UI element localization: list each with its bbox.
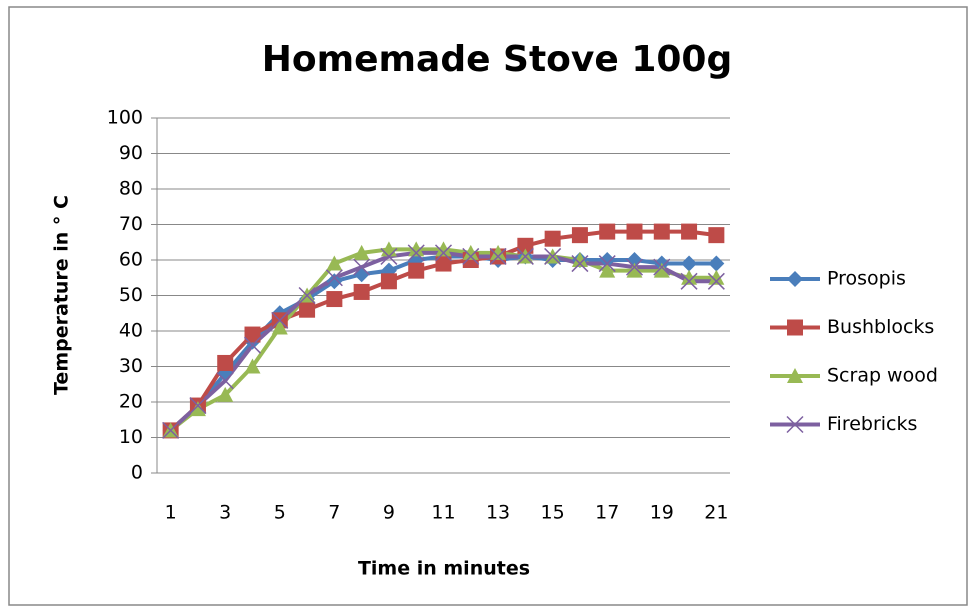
- marker: [353, 258, 371, 276]
- marker: [271, 311, 289, 329]
- marker: [353, 244, 370, 260]
- x-tick-label: 1: [165, 502, 177, 524]
- marker: [787, 271, 803, 287]
- y-tick-label: 50: [119, 284, 143, 306]
- y-tick-label: 90: [119, 142, 143, 164]
- marker: [244, 326, 261, 343]
- marker: [681, 223, 698, 240]
- marker: [462, 247, 480, 265]
- marker: [708, 255, 725, 272]
- marker: [626, 223, 643, 240]
- marker: [489, 247, 507, 265]
- marker: [326, 291, 343, 308]
- marker: [598, 255, 616, 273]
- chart-title: Homemade Stove 100g: [262, 39, 733, 80]
- marker: [217, 354, 234, 371]
- chart-border: [8, 6, 968, 606]
- y-tick-label: 60: [119, 249, 143, 271]
- y-axis-title: Temperature in ° C: [51, 195, 73, 395]
- marker: [189, 397, 207, 415]
- marker: [544, 247, 562, 265]
- legend-label: Prosopis: [827, 268, 906, 290]
- y-tick-label: 30: [119, 355, 143, 377]
- marker: [571, 255, 589, 273]
- marker: [408, 262, 425, 279]
- marker: [244, 358, 261, 374]
- marker: [380, 247, 398, 265]
- marker: [189, 401, 206, 417]
- x-tick-label: 5: [274, 502, 286, 524]
- legend-label: Scrap wood: [827, 365, 938, 387]
- marker: [462, 244, 479, 260]
- legend-label: Bushblocks: [827, 316, 934, 338]
- y-tick-label: 0: [131, 462, 143, 484]
- y-tick-label: 20: [119, 391, 143, 413]
- marker: [435, 255, 452, 272]
- x-tick-label: 9: [383, 502, 395, 524]
- marker: [326, 273, 343, 290]
- marker: [787, 319, 803, 336]
- marker: [786, 415, 804, 434]
- marker: [681, 255, 698, 272]
- marker: [787, 368, 803, 383]
- marker: [599, 223, 616, 240]
- x-tick-label: 7: [328, 502, 340, 524]
- marker: [408, 241, 425, 257]
- marker: [625, 258, 644, 276]
- marker: [517, 237, 534, 254]
- marker: [681, 269, 698, 285]
- marker: [708, 227, 725, 244]
- marker: [217, 386, 234, 402]
- marker: [653, 262, 670, 278]
- marker: [707, 272, 725, 290]
- marker: [708, 269, 725, 285]
- x-tick-label: 19: [650, 502, 674, 524]
- marker: [571, 227, 588, 244]
- marker: [599, 252, 616, 268]
- y-tick-label: 80: [119, 178, 143, 200]
- x-axis-title: Time in minutes: [358, 558, 530, 580]
- marker: [325, 269, 343, 287]
- marker: [298, 286, 316, 305]
- marker: [353, 283, 370, 300]
- marker: [271, 319, 288, 335]
- marker: [516, 247, 534, 265]
- marker: [299, 301, 316, 318]
- x-tick-label: 17: [595, 502, 619, 524]
- marker: [653, 223, 670, 240]
- marker: [626, 262, 643, 278]
- marker: [407, 244, 425, 262]
- marker: [544, 230, 561, 247]
- marker: [435, 241, 452, 257]
- marker: [326, 255, 343, 271]
- marker: [434, 244, 453, 262]
- y-tick-label: 100: [107, 107, 143, 129]
- x-tick-label: 11: [431, 502, 455, 524]
- marker: [216, 372, 234, 390]
- marker: [243, 336, 262, 354]
- marker: [162, 421, 180, 439]
- x-tick-label: 3: [219, 502, 231, 524]
- marker: [380, 273, 397, 290]
- marker: [680, 272, 698, 290]
- y-tick-label: 10: [119, 426, 143, 448]
- x-tick-label: 15: [541, 502, 565, 524]
- marker: [653, 258, 671, 276]
- y-tick-label: 70: [119, 213, 143, 235]
- marker: [599, 262, 616, 278]
- x-tick-label: 21: [704, 502, 728, 524]
- marker: [571, 252, 588, 267]
- x-tick-label: 13: [486, 502, 510, 524]
- marker: [490, 244, 507, 260]
- legend-label: Firebricks: [827, 413, 917, 435]
- y-tick-label: 40: [119, 320, 143, 342]
